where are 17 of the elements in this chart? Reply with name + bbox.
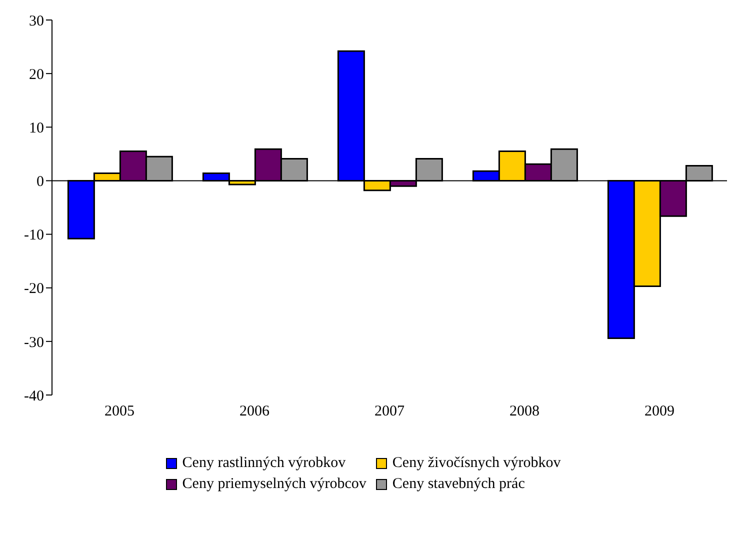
x-tick-label: 2009 [644, 404, 674, 420]
y-tick-label: -10 [24, 228, 44, 244]
y-tick-label: 30 [29, 13, 44, 30]
y-tick-label: 10 [29, 120, 44, 136]
legend-label: Ceny živočísnych výrobkov [392, 455, 561, 472]
legend-label: Ceny stavebných prác [392, 476, 525, 493]
x-tick-label: 2005 [104, 404, 134, 420]
x-tick-label: 2008 [510, 404, 540, 420]
y-tick-label: 20 [29, 66, 44, 83]
legend-label: Ceny rastlinných výrobkov [182, 455, 346, 472]
y-tick-label: -20 [24, 281, 44, 298]
y-tick-label: -30 [24, 334, 44, 351]
x-tick-label: 2006 [240, 404, 270, 420]
x-tick-label: 2007 [374, 404, 405, 420]
legend-label: Ceny priemyselných výrobcov [182, 476, 366, 493]
y-tick-label: 0 [36, 174, 44, 190]
y-tick-label: -40 [24, 388, 44, 404]
